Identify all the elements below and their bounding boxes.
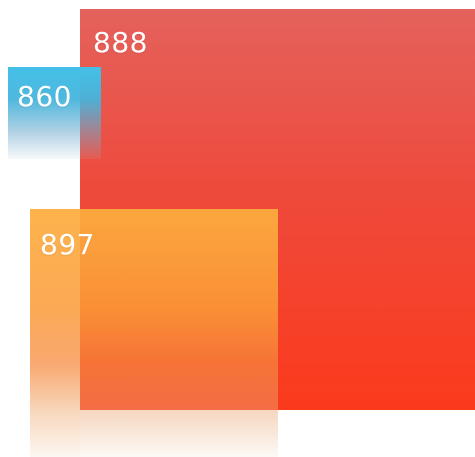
- blue-tile[interactable]: 860: [8, 67, 101, 159]
- orange-tile[interactable]: 897: [30, 209, 278, 457]
- blue-tile-label: 860: [17, 80, 72, 113]
- red-tile-label: 888: [93, 26, 148, 59]
- orange-tile-highlight: [30, 209, 80, 457]
- orange-tile-label: 897: [40, 228, 95, 261]
